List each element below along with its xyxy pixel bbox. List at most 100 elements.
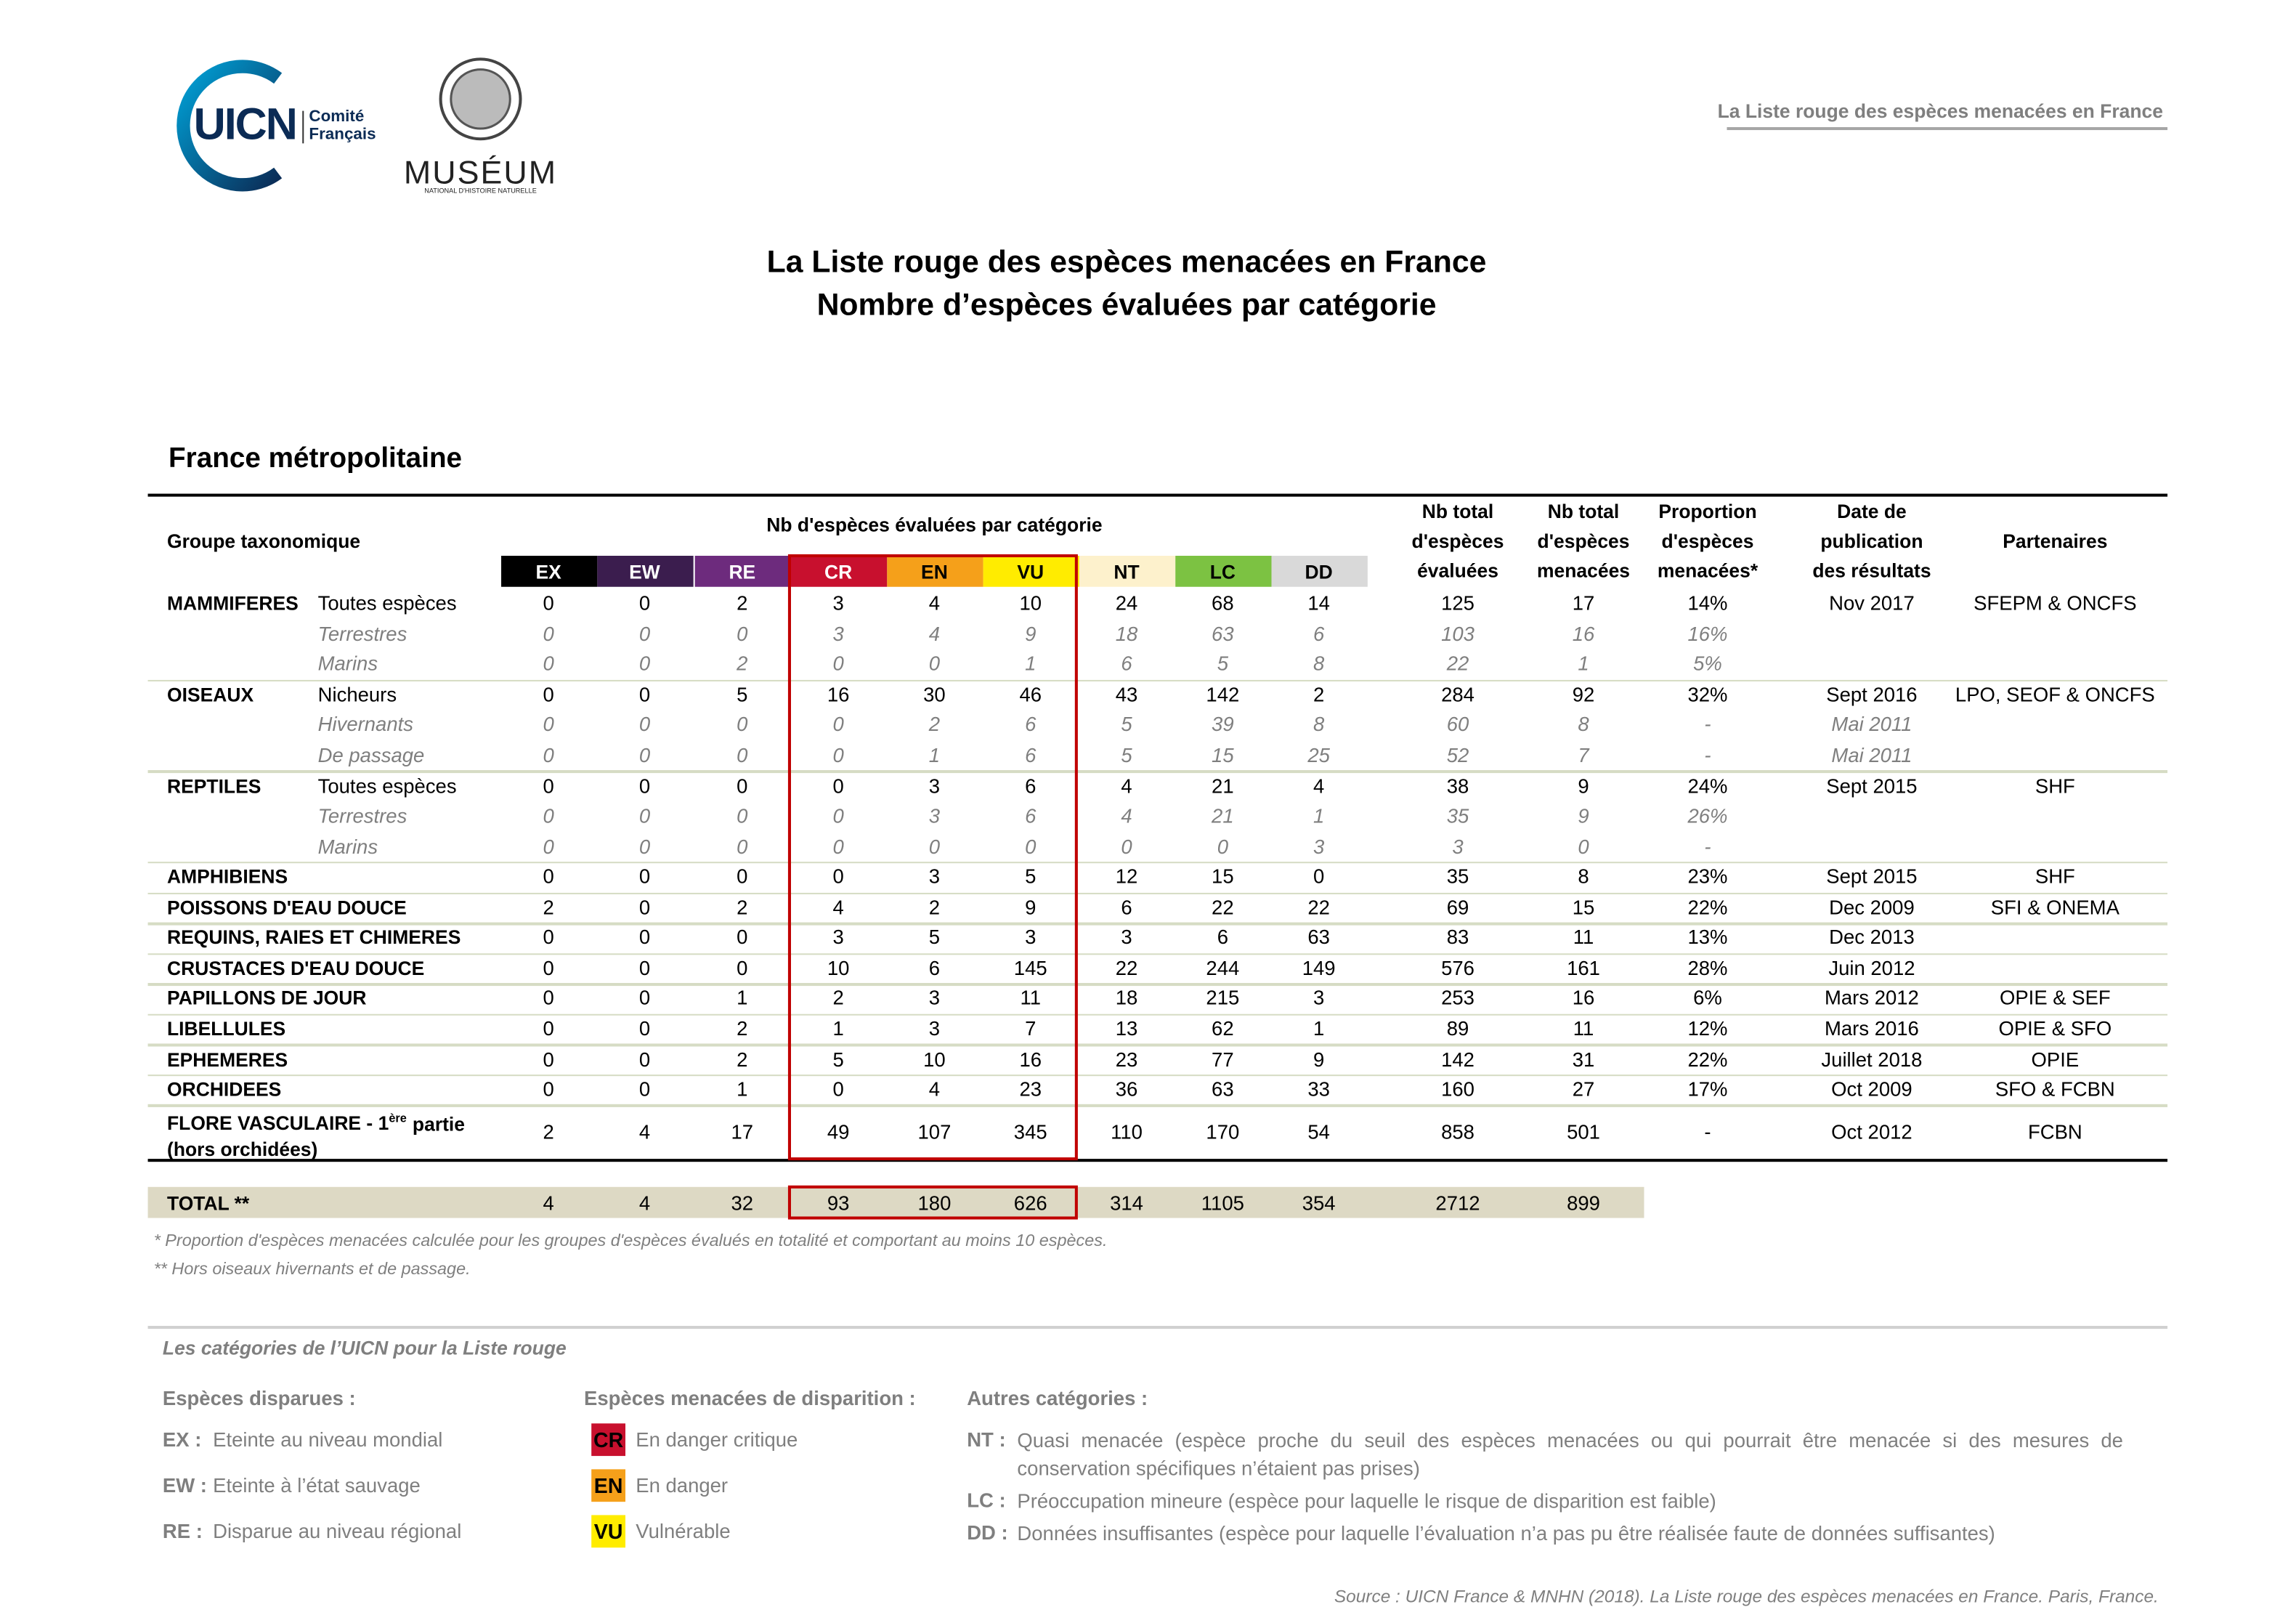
cell: 9 bbox=[1025, 896, 1037, 919]
group-name: FLORE VASCULAIRE - 1 bbox=[167, 1112, 389, 1135]
subgroup-label: Nicheurs bbox=[317, 683, 397, 706]
cell: 8 bbox=[1313, 713, 1325, 737]
total-label: TOTAL ** bbox=[167, 1191, 250, 1214]
museum-seal-inner bbox=[450, 68, 511, 130]
cell: 21 bbox=[1212, 774, 1234, 797]
cell: 1 bbox=[737, 987, 748, 1010]
cell: 1 bbox=[1313, 805, 1325, 827]
cell: 2 bbox=[737, 653, 748, 676]
total-cell: 93 bbox=[827, 1191, 850, 1214]
group-label: POISSONS D'EAU DOUCE bbox=[167, 896, 407, 919]
legend-text: Préoccupation mineure (espèce pour laque… bbox=[1017, 1489, 1716, 1513]
group-label: REQUINS, RAIES ET CHIMERES bbox=[167, 926, 461, 949]
cell: 2 bbox=[737, 1048, 748, 1071]
cell: 3 bbox=[1121, 926, 1132, 949]
cell: Mai 2011 bbox=[1831, 713, 1912, 737]
group-sup: ère bbox=[389, 1112, 407, 1126]
logo-museum-sub: NATIONAL D'HISTOIRE NATURELLE bbox=[424, 187, 537, 195]
cell: 107 bbox=[917, 1120, 952, 1144]
row-rule bbox=[147, 862, 2168, 865]
legend-code: EN bbox=[593, 1473, 623, 1498]
cell: 1 bbox=[737, 1078, 748, 1101]
cell: 0 bbox=[638, 957, 651, 979]
cell: 25 bbox=[1307, 744, 1330, 766]
cell: 27 bbox=[1572, 1078, 1595, 1101]
cell: 6 bbox=[1313, 623, 1325, 645]
cell: 0 bbox=[928, 835, 941, 858]
cell: 33 bbox=[1307, 1078, 1330, 1101]
legend-code: CR bbox=[593, 1428, 624, 1452]
category-label: EW bbox=[629, 561, 660, 583]
cell: LPO, SEOF & ONCFS bbox=[1955, 683, 2155, 706]
group-label: FLORE VASCULAIRE - 1ère partie (hors orchi… bbox=[167, 1106, 465, 1162]
th-column: publication bbox=[1820, 530, 1923, 552]
subgroup-label: Terrestres bbox=[317, 623, 407, 645]
cell: 16 bbox=[1572, 987, 1595, 1010]
cell: 14% bbox=[1687, 592, 1728, 615]
group-line2: (hors orchidées) bbox=[167, 1137, 318, 1160]
cell: 6 bbox=[1121, 896, 1132, 919]
cell: Oct 2009 bbox=[1831, 1078, 1912, 1101]
total-cell: 180 bbox=[917, 1191, 952, 1214]
category-header bbox=[1270, 556, 1367, 587]
category-header bbox=[500, 556, 597, 587]
row-rule bbox=[147, 891, 2168, 894]
table-top-rule bbox=[147, 493, 2168, 497]
cell: 22 bbox=[1115, 957, 1138, 979]
cell: 0 bbox=[638, 896, 651, 919]
group-label: CRUSTACES D'EAU DOUCE bbox=[167, 957, 425, 979]
cell: 23 bbox=[1115, 1048, 1138, 1071]
cell: 17 bbox=[1572, 592, 1595, 615]
cell: 0 bbox=[638, 623, 651, 645]
cell: 0 bbox=[737, 957, 748, 979]
cell: 49 bbox=[827, 1120, 850, 1144]
cell: 6 bbox=[1025, 744, 1037, 766]
cell: Nov 2017 bbox=[1829, 592, 1915, 615]
total-cell: 626 bbox=[1013, 1191, 1047, 1214]
cell: 11 bbox=[1573, 926, 1594, 949]
legend-rule bbox=[147, 1326, 2168, 1329]
cell: 7 bbox=[1578, 744, 1589, 766]
cell: 0 bbox=[737, 835, 748, 858]
cell: 13 bbox=[1115, 1017, 1138, 1040]
cell: SHF bbox=[2035, 865, 2075, 889]
group-label: ORCHIDEES bbox=[167, 1078, 282, 1101]
cell: 0 bbox=[543, 805, 554, 827]
total-cell: 4 bbox=[543, 1191, 554, 1214]
cell: 10 bbox=[827, 957, 850, 979]
total-cell: 2712 bbox=[1435, 1191, 1480, 1214]
cell: 161 bbox=[1567, 957, 1600, 979]
cell: 0 bbox=[832, 805, 844, 827]
cell: 0 bbox=[543, 713, 554, 737]
cell: 6% bbox=[1693, 987, 1722, 1010]
group-label: PAPILLONS DE JOUR bbox=[167, 987, 367, 1010]
cell: 83 bbox=[1446, 926, 1469, 949]
row-rule bbox=[147, 952, 2168, 955]
row-rule bbox=[147, 770, 2168, 773]
cell: 6 bbox=[1121, 653, 1132, 676]
cell: 576 bbox=[1441, 957, 1474, 979]
cell: 0 bbox=[638, 805, 651, 827]
legend-text: Données insuffisantes (espèce pour laque… bbox=[1017, 1522, 1995, 1545]
cell: 4 bbox=[928, 1078, 941, 1101]
cell: 4 bbox=[638, 1120, 651, 1144]
cell: - bbox=[1704, 713, 1711, 737]
cell: 0 bbox=[638, 926, 651, 949]
cell: 4 bbox=[928, 623, 941, 645]
logo-uicn: UICN bbox=[193, 100, 298, 150]
cell: 4 bbox=[1313, 774, 1325, 797]
cell: FCBN bbox=[2027, 1120, 2082, 1144]
cell: 0 bbox=[543, 1017, 554, 1040]
cell: 0 bbox=[543, 835, 554, 858]
category-label: CR bbox=[824, 561, 853, 583]
cell: 30 bbox=[923, 683, 946, 706]
total-cell: 314 bbox=[1110, 1191, 1143, 1214]
cell: 21 bbox=[1212, 805, 1234, 827]
cell: 16 bbox=[827, 683, 850, 706]
cell: - bbox=[1704, 1120, 1711, 1144]
cell: 0 bbox=[543, 774, 554, 797]
subgroup-label: De passage bbox=[317, 744, 425, 766]
cell: 9 bbox=[1025, 623, 1037, 645]
cell: 0 bbox=[638, 1078, 651, 1101]
cell: 0 bbox=[543, 592, 554, 615]
